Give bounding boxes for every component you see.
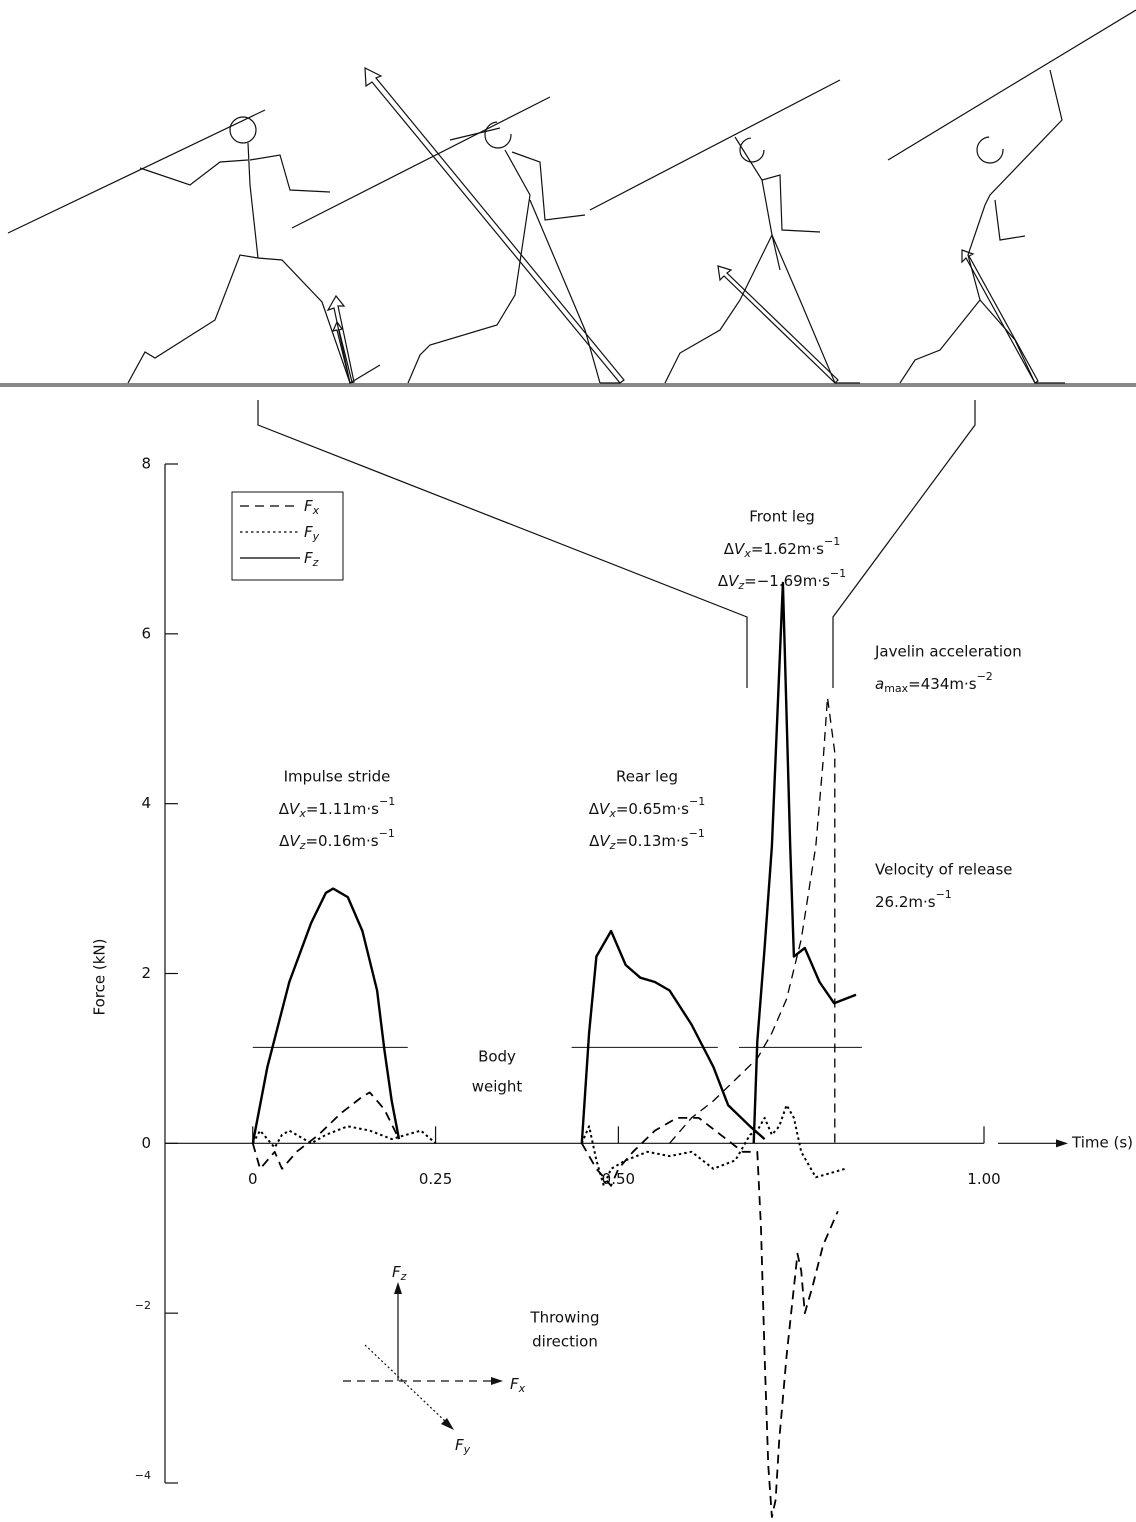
fy-arrowhead [441,1418,454,1430]
y-tick-label: 6 [141,624,151,642]
figure-3 [589,79,860,384]
legend-label: Fz [304,549,319,570]
series-line [251,1104,846,1187]
x-tick-label: 0.25 [419,1170,452,1188]
fx-arrowhead [491,1377,503,1385]
direction-label: Fy [455,1436,471,1457]
x-tick-label: 0 [248,1170,258,1188]
series-line [251,581,857,1144]
y-tick-label: −2 [135,1299,151,1312]
direction-label: Fx [510,1375,526,1396]
annotation: Front leg [749,508,815,526]
connector [832,400,976,688]
annotation: ΔVz=−1.69m·s−1 [718,567,846,592]
direction-label: Fz [392,1263,407,1284]
y-tick-label: −4 [135,1469,151,1482]
body-weight-label: Body [478,1048,516,1066]
x-axis-label: Time (s) [1071,1134,1133,1152]
x-tick-label: 0.50 [602,1170,635,1188]
direction-caption: direction [532,1333,598,1351]
annotation: ΔVz=0.16m·s−1 [279,827,395,852]
direction-caption: Throwing [529,1309,599,1327]
annotation: amax=434m·s−2 [875,670,993,695]
figure-1 [7,109,381,384]
figure-2 [291,67,625,384]
fz-arrowhead [394,1282,402,1294]
annotation: ΔVz=0.13m·s−1 [589,827,705,852]
annotation: Rear leg [616,768,678,786]
legend-box [231,491,344,581]
annotation: 26.2m·s−1 [875,888,952,911]
legend-label: Fx [304,497,320,518]
annotation: Velocity of release [875,861,1013,879]
x-tick-label: 1.00 [967,1170,1000,1188]
body-weight-label: weight [472,1078,523,1096]
stick-figures [0,9,1136,688]
annotation: ΔVx=0.65m·s−1 [589,795,705,820]
y-tick-label: 2 [141,964,151,982]
annotation: ΔVx=1.11m·s−1 [279,795,395,820]
annotation: ΔVx=1.62m·s−1 [724,535,840,560]
connector [257,400,748,688]
series-line [251,1091,839,1518]
y-axis-label: Force (kN) [91,939,109,1016]
x-axis-arrowhead [1056,1139,1068,1148]
annotation: Javelin acceleration [874,643,1022,661]
legend-label: Fy [304,523,320,544]
fy-arrow [364,1344,447,1423]
figure-4 [887,9,1136,384]
annotation: Impulse stride [284,768,391,786]
y-tick-label: 8 [141,455,151,473]
y-tick-label: 0 [141,1134,151,1152]
y-tick-label: 4 [141,794,151,812]
series-line [669,696,836,1144]
